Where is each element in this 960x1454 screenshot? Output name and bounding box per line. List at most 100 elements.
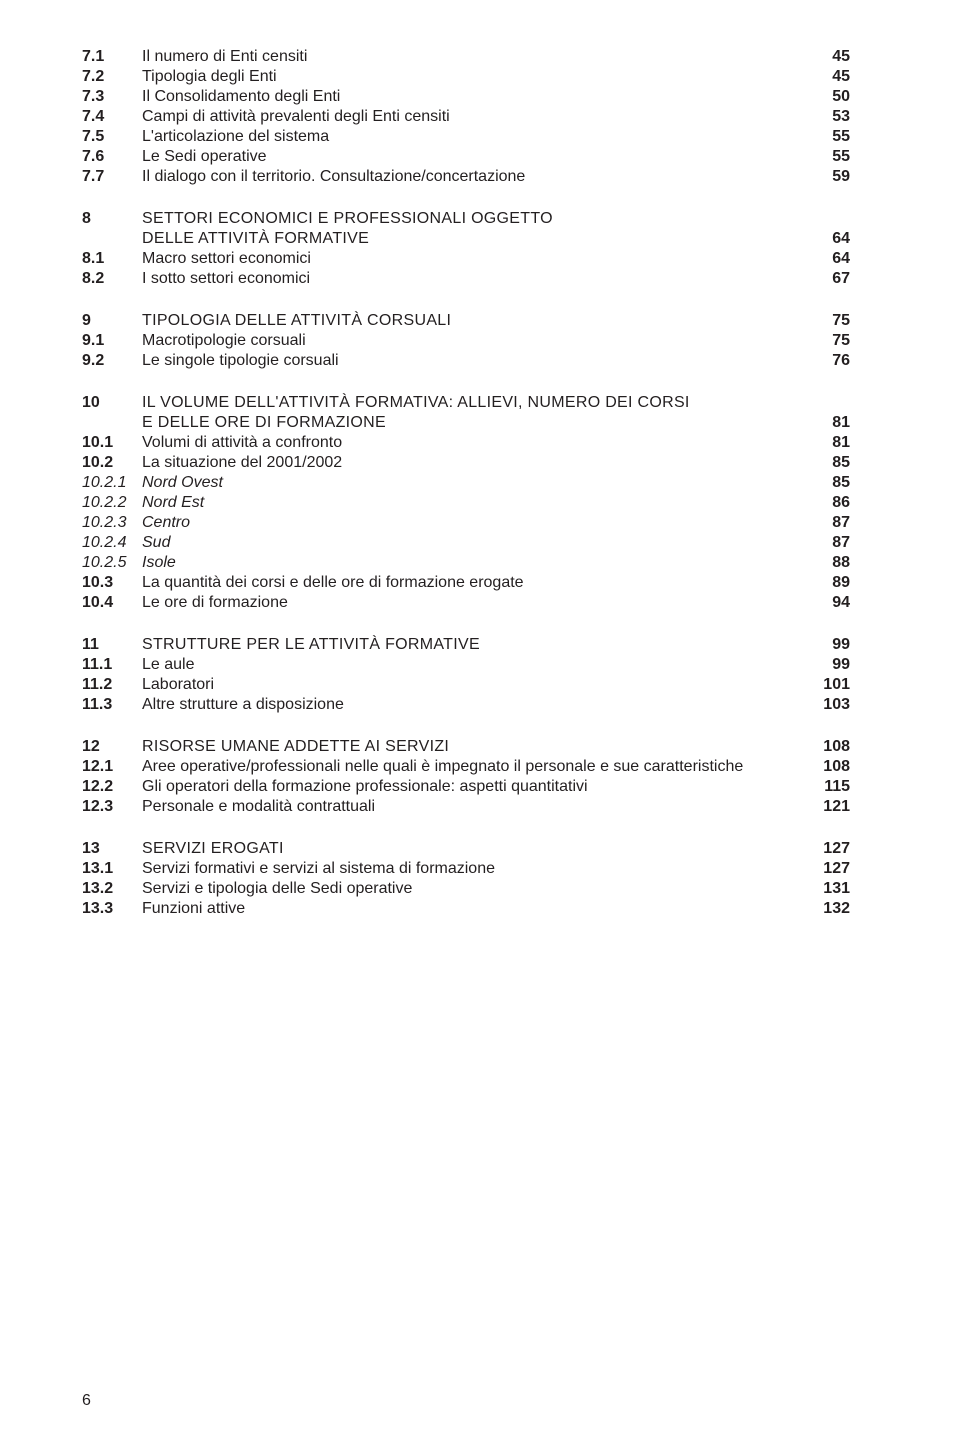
toc-number: 8.1 [82, 250, 142, 268]
toc-number: 9.1 [82, 332, 142, 350]
toc-page-ref: 127 [800, 840, 850, 858]
toc-row: 7.2Tipologia degli Enti45 [82, 68, 850, 86]
toc-page-ref: 55 [800, 128, 850, 146]
toc-number: 11.1 [82, 656, 142, 674]
toc-page-ref: 87 [800, 534, 850, 552]
toc-number: 7.3 [82, 88, 142, 106]
toc-label: Campi di attività prevalenti degli Enti … [142, 108, 800, 126]
toc-number: 10.1 [82, 434, 142, 452]
toc-page-ref: 115 [800, 778, 850, 796]
toc-label: I sotto settori economici [142, 270, 800, 288]
toc-page-ref: 121 [800, 798, 850, 816]
toc-row: 7.1Il numero di Enti censiti45 [82, 48, 850, 66]
toc-row: 12RISORSE UMANE ADDETTE AI SERVIZI108 [82, 738, 850, 756]
toc-row: 10.2.4Sud87 [82, 534, 850, 552]
toc-row: 7.7Il dialogo con il territorio. Consult… [82, 168, 850, 186]
toc-label: Altre strutture a disposizione [142, 696, 800, 714]
toc-row: 10.2.1Nord Ovest85 [82, 474, 850, 492]
toc-page-ref: 75 [800, 332, 850, 350]
toc-number: 10.2 [82, 454, 142, 472]
toc-row: 10.3La quantità dei corsi e delle ore di… [82, 574, 850, 592]
toc-label: TIPOLOGIA DELLE ATTIVITÀ CORSUALI [142, 312, 800, 330]
toc-page-ref: 103 [800, 696, 850, 714]
toc-page-ref: 86 [800, 494, 850, 512]
toc-number: 7.6 [82, 148, 142, 166]
toc-number: 10.3 [82, 574, 142, 592]
toc-row: 13.2Servizi e tipologia delle Sedi opera… [82, 880, 850, 898]
toc-row: 7.3Il Consolidamento degli Enti50 [82, 88, 850, 106]
section-gap [82, 188, 850, 210]
toc-page-ref: 89 [800, 574, 850, 592]
toc-label: E DELLE ORE DI FORMAZIONE [142, 414, 800, 432]
toc-row: 9.2Le singole tipologie corsuali76 [82, 352, 850, 370]
toc-label: Macro settori economici [142, 250, 800, 268]
toc-number: 7.4 [82, 108, 142, 126]
toc-page-ref: 45 [800, 48, 850, 66]
toc-number: 13.3 [82, 900, 142, 918]
section-gap [82, 716, 850, 738]
toc-page-ref: 81 [800, 434, 850, 452]
toc-number: 7.1 [82, 48, 142, 66]
toc-row: 12.3Personale e modalità contrattuali121 [82, 798, 850, 816]
toc-page-ref: 45 [800, 68, 850, 86]
toc-label: SETTORI ECONOMICI E PROFESSIONALI OGGETT… [142, 210, 800, 228]
toc-page-ref: 101 [800, 676, 850, 694]
toc-label: Il Consolidamento degli Enti [142, 88, 800, 106]
toc-number: 10.2.5 [82, 554, 142, 572]
toc-row: 11.1Le aule99 [82, 656, 850, 674]
toc-label: Funzioni attive [142, 900, 800, 918]
toc-number: 7.5 [82, 128, 142, 146]
toc-row: 11STRUTTURE PER LE ATTIVITÀ FORMATIVE99 [82, 636, 850, 654]
toc-row: 8SETTORI ECONOMICI E PROFESSIONALI OGGET… [82, 210, 850, 228]
toc-row: E DELLE ORE DI FORMAZIONE81 [82, 414, 850, 432]
toc-label: Le aule [142, 656, 800, 674]
toc-label: IL VOLUME DELL'ATTIVITÀ FORMATIVA: ALLIE… [142, 394, 800, 412]
toc-row: 10.2.3Centro87 [82, 514, 850, 532]
toc-page-ref: 64 [800, 250, 850, 268]
toc-page-ref: 87 [800, 514, 850, 532]
section-gap [82, 614, 850, 636]
toc-row: 13.3Funzioni attive132 [82, 900, 850, 918]
toc-page-ref: 67 [800, 270, 850, 288]
toc-page-ref: 94 [800, 594, 850, 612]
toc-label: Tipologia degli Enti [142, 68, 800, 86]
toc-label: Gli operatori della formazione professio… [142, 778, 800, 796]
toc-number: 9 [82, 312, 142, 330]
toc-page-ref: 99 [800, 636, 850, 654]
toc-label: STRUTTURE PER LE ATTIVITÀ FORMATIVE [142, 636, 800, 654]
toc-page-ref: 76 [800, 352, 850, 370]
toc-label: Laboratori [142, 676, 800, 694]
toc-page-ref: 85 [800, 474, 850, 492]
toc-row: 13SERVIZI EROGATI127 [82, 840, 850, 858]
toc-row: DELLE ATTIVITÀ FORMATIVE64 [82, 230, 850, 248]
toc-number: 13.1 [82, 860, 142, 878]
toc-row: 11.2Laboratori101 [82, 676, 850, 694]
toc-number: 9.2 [82, 352, 142, 370]
toc-number: 12.1 [82, 758, 142, 776]
section-gap [82, 290, 850, 312]
toc-number: 13 [82, 840, 142, 858]
toc-row: 12.2Gli operatori della formazione profe… [82, 778, 850, 796]
toc-page-ref: 127 [800, 860, 850, 878]
toc-row: 8.1Macro settori economici64 [82, 250, 850, 268]
toc-number: 10.2.1 [82, 474, 142, 492]
toc-row: 10.2La situazione del 2001/200285 [82, 454, 850, 472]
toc-number: 11.2 [82, 676, 142, 694]
toc-page-ref: 81 [800, 414, 850, 432]
toc-label: Le Sedi operative [142, 148, 800, 166]
toc-label: Le singole tipologie corsuali [142, 352, 800, 370]
toc-label: Volumi di attività a confronto [142, 434, 800, 452]
toc-number: 12 [82, 738, 142, 756]
toc-row: 7.4Campi di attività prevalenti degli En… [82, 108, 850, 126]
toc-page-ref: 50 [800, 88, 850, 106]
toc-number: 12.3 [82, 798, 142, 816]
toc-label: Il numero di Enti censiti [142, 48, 800, 66]
toc-page-ref: 108 [800, 758, 850, 776]
toc-number: 12.2 [82, 778, 142, 796]
toc-page-ref: 75 [800, 312, 850, 330]
toc-number: 11.3 [82, 696, 142, 714]
toc-label: Aree operative/professionali nelle quali… [142, 758, 800, 776]
toc-label: Il dialogo con il territorio. Consultazi… [142, 168, 800, 186]
toc-page-ref: 64 [800, 230, 850, 248]
toc-label: Le ore di formazione [142, 594, 800, 612]
